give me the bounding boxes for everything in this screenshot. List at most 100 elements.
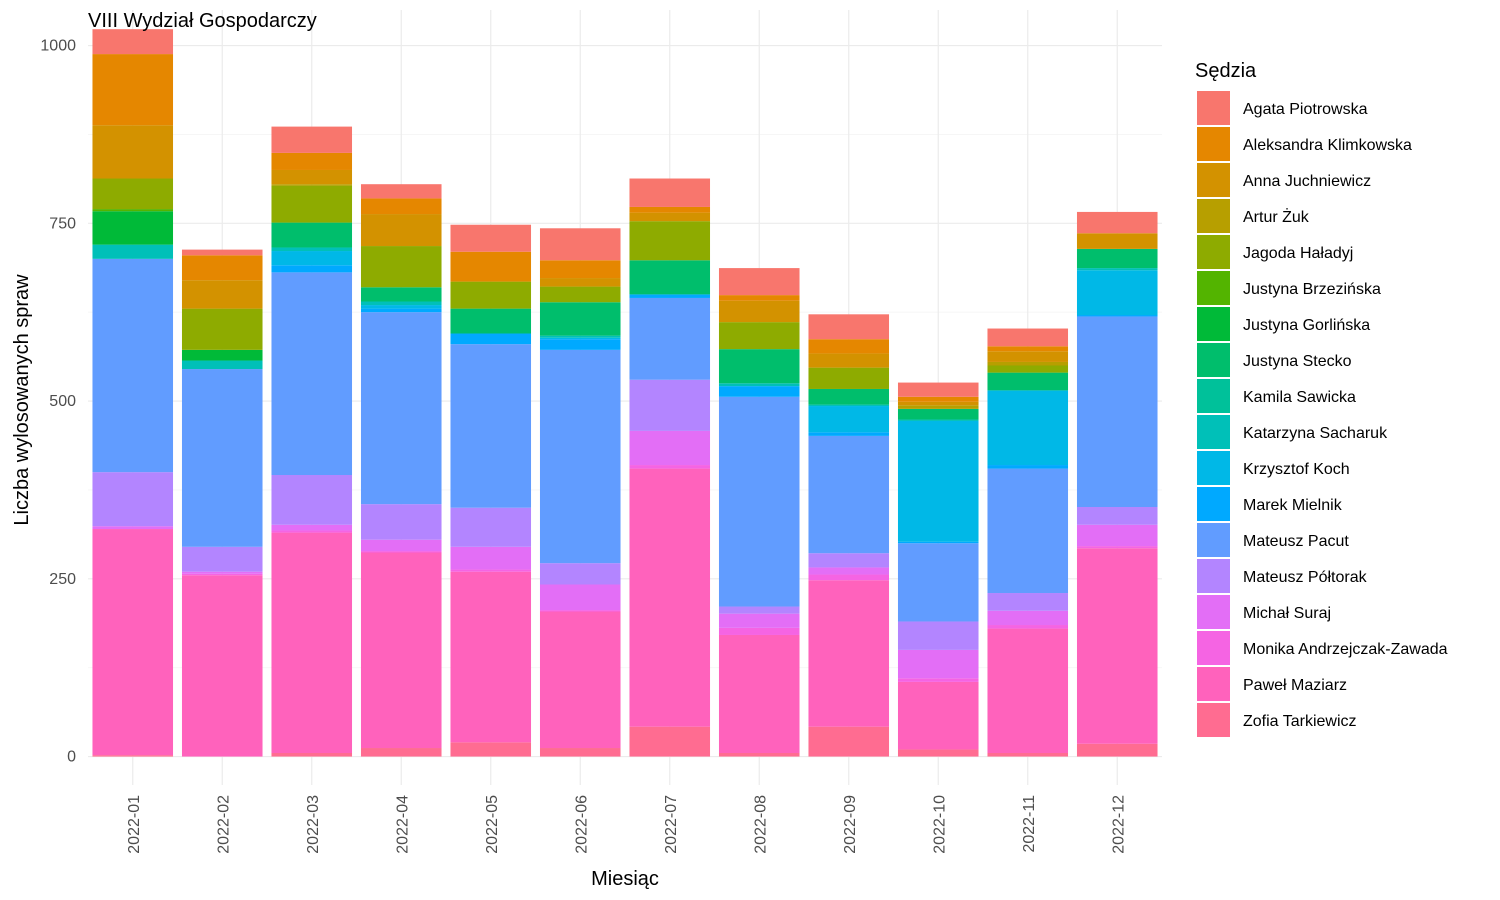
bar-segment: [181, 349, 263, 361]
bar-segment: [1076, 248, 1158, 269]
legend-swatch: [1197, 343, 1230, 377]
bar-segment: [450, 308, 532, 334]
bar-segment: [360, 198, 442, 215]
bar-segment: [718, 396, 800, 607]
bar-segment: [987, 625, 1069, 629]
bar-segment: [539, 563, 621, 585]
bar-segment: [718, 613, 800, 628]
bar-segment: [271, 524, 353, 531]
bar-segment: [271, 272, 353, 475]
bar-segment: [271, 184, 353, 186]
legend-label: Monika Andrzejczak-Zawada: [1243, 641, 1448, 658]
bar-segment: [718, 268, 800, 296]
bar-segment: [271, 753, 353, 757]
bar-segment: [718, 383, 800, 387]
bar-segment: [629, 297, 711, 380]
bar-segment: [450, 251, 532, 282]
bar-segment: [808, 404, 890, 407]
bar-segment: [360, 551, 442, 553]
bar-segment: [629, 221, 711, 261]
bar-segment: [92, 529, 174, 756]
bar-segment: [450, 344, 532, 508]
bar-segment: [360, 748, 442, 757]
legend-label: Kamila Sawicka: [1243, 389, 1356, 406]
bar-segment: [539, 260, 621, 279]
x-tick-label: 2022-03: [305, 795, 322, 854]
legend-swatch: [1197, 451, 1230, 485]
bar-segment: [629, 260, 711, 295]
legend-label: Jagoda Haładyj: [1243, 245, 1353, 262]
bar-segment: [897, 382, 979, 397]
bar-segment: [808, 432, 890, 436]
bar-segment: [718, 753, 800, 757]
bar-segment: [987, 465, 1069, 469]
bar-segment: [92, 125, 174, 179]
bar-segment: [360, 184, 442, 199]
x-tick-label: 2022-09: [842, 795, 859, 854]
legend-label: Justyna Gorlińska: [1243, 317, 1370, 334]
bar-segment: [450, 569, 532, 572]
legend-swatch: [1197, 379, 1230, 413]
bar-segment: [897, 681, 979, 750]
bar-segment: [360, 246, 442, 288]
legend-swatch: [1197, 487, 1230, 521]
bar-segment: [1076, 268, 1158, 271]
bar-segment: [897, 419, 979, 421]
legend-item: Marek Mielnik: [1197, 487, 1343, 521]
legend-item: Justyna Brzezińska: [1197, 271, 1381, 305]
bar-segment: [360, 214, 442, 247]
legend-item: Justyna Stecko: [1197, 343, 1352, 377]
bar-segment: [629, 468, 711, 727]
legend-label: Justyna Stecko: [1243, 353, 1352, 370]
x-tick-label: 2022-06: [573, 795, 590, 854]
bar-segment: [897, 543, 979, 622]
bar-segment: [92, 755, 174, 757]
bar-segment: [1076, 211, 1158, 234]
bar-segment: [629, 465, 711, 469]
legend-label: Anna Juchniewicz: [1243, 173, 1371, 190]
bar-segment: [897, 396, 979, 402]
legend-item: Justyna Gorlińska: [1197, 307, 1370, 341]
legend-item: Mateusz Pacut: [1197, 523, 1349, 557]
legend-item: Zofia Tarkiewicz: [1197, 703, 1357, 737]
legend-title: Sędzia: [1195, 60, 1257, 82]
bar-segment: [629, 430, 711, 466]
bar-segment: [808, 406, 890, 433]
bar-segment: [181, 369, 263, 547]
bar-segment: [92, 258, 174, 473]
y-tick-label: 1000: [40, 38, 76, 55]
bar-segment: [629, 379, 711, 431]
legend-item: Monika Andrzejczak-Zawada: [1197, 631, 1448, 665]
bar-segment: [897, 541, 979, 544]
legend-label: Paweł Maziarz: [1243, 677, 1347, 694]
chart-title: VIII Wydział Gospodarczy: [88, 10, 317, 32]
y-axis-ticks: 0 250 500 750 1000: [40, 38, 76, 766]
legend-item: Michał Suraj: [1197, 595, 1331, 629]
y-tick-label: 750: [49, 215, 76, 232]
bar-segment: [539, 339, 621, 350]
legend-swatch: [1197, 91, 1230, 125]
legend-item: Katarzyna Sacharuk: [1197, 415, 1388, 449]
bar-segment: [271, 530, 353, 533]
bar-segment: [1076, 315, 1158, 317]
bar-segment: [897, 749, 979, 757]
bar-segment: [181, 546, 263, 572]
bar-segment: [808, 367, 890, 389]
bar-segment: [718, 627, 800, 635]
bar-segment: [360, 287, 442, 302]
bar-segment: [539, 610, 621, 612]
x-tick-label: 2022-05: [484, 795, 501, 854]
bar-segment: [271, 169, 353, 185]
bar-segment: [718, 386, 800, 397]
bar-segment: [271, 152, 353, 170]
legend-label: Zofia Tarkiewicz: [1243, 713, 1357, 730]
bar-segment: [808, 574, 890, 581]
bar-segment: [808, 353, 890, 368]
legend-swatch: [1197, 163, 1230, 197]
bar-segment: [181, 360, 263, 370]
bar-segment: [271, 532, 353, 754]
bar-segment: [629, 178, 711, 207]
bar-segment: [987, 351, 1069, 362]
bar-segment: [450, 742, 532, 757]
